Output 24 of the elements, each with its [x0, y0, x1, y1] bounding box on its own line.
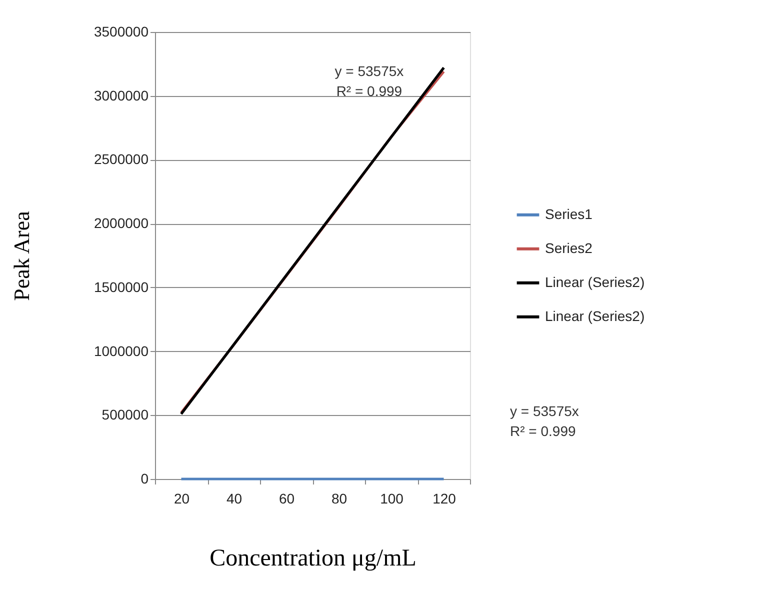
legend-label: Linear (Series2)	[545, 308, 645, 324]
text: R² = 0.999	[510, 422, 576, 439]
x-axis-title: Concentration μg/mL	[210, 546, 416, 572]
x-tick-label: 80	[331, 490, 348, 506]
y-axis-title: Peak Area	[8, 210, 34, 301]
x-tick-label: 20	[174, 490, 190, 506]
legend-label: Series2	[545, 240, 593, 256]
y-tick-label: 1500000	[94, 278, 149, 295]
y-tick-label: 500000	[102, 406, 149, 423]
x-tick-label: 100	[380, 490, 404, 506]
x-tick-label: 40	[226, 490, 242, 506]
y-tick-label: 0	[140, 470, 149, 486]
x-tick-label: 60	[278, 490, 295, 506]
y-tick-label: 1000000	[94, 342, 149, 359]
text: y = 53575x	[510, 402, 579, 419]
y-tick-label: 3000000	[94, 87, 149, 104]
annotation: y = 53575x	[334, 63, 404, 79]
y-tick-label: 3500000	[94, 24, 149, 40]
x-tick-label: 120	[432, 490, 456, 506]
legend-label: Series1	[545, 206, 593, 222]
legend-label: Linear (Series2)	[545, 274, 645, 290]
y-tick-label: 2500000	[94, 151, 149, 168]
annotation: R² = 0.999	[336, 83, 402, 99]
y-tick-label: 2000000	[94, 215, 149, 232]
